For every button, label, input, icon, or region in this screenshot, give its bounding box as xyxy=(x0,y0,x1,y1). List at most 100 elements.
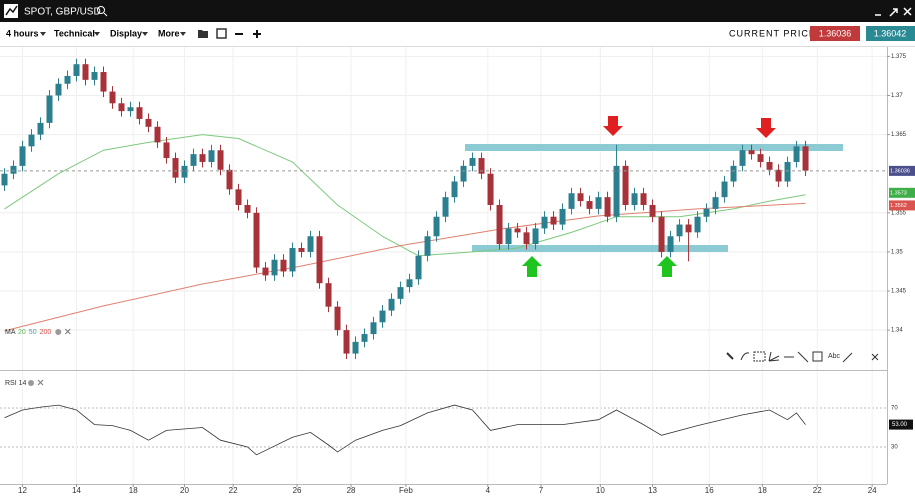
candle-body xyxy=(667,236,674,252)
open-icon[interactable] xyxy=(198,30,208,38)
remove-icon[interactable] xyxy=(64,328,71,335)
candle-body xyxy=(559,208,566,225)
bid-box[interactable] xyxy=(810,26,860,41)
candle-body xyxy=(712,197,719,209)
search-icon-handle xyxy=(103,12,108,17)
timeframe-menu[interactable]: 4 hours xyxy=(6,28,39,38)
popout-icon[interactable] xyxy=(889,8,898,17)
search-icon[interactable] xyxy=(97,6,105,14)
save-icon[interactable] xyxy=(216,28,227,39)
candle-body xyxy=(775,169,782,182)
y-tick-label: 70 xyxy=(891,406,898,412)
candle-body xyxy=(469,158,476,166)
text-tool[interactable]: Abc xyxy=(828,353,841,360)
current-price-label: CURRENT PRICE: xyxy=(729,28,819,38)
y-tick-label: 1.34 xyxy=(891,328,903,334)
candle-body xyxy=(433,216,440,237)
candle-body xyxy=(631,193,638,205)
line-tool[interactable] xyxy=(842,352,853,363)
candle-body xyxy=(793,146,800,162)
candle-body xyxy=(676,224,683,237)
candle-body xyxy=(541,216,548,229)
candle-body xyxy=(685,224,692,233)
drawing-tools xyxy=(726,351,879,363)
settings-icon[interactable] xyxy=(55,329,62,335)
x-tick-label: 16 xyxy=(705,486,714,495)
candle-body xyxy=(784,161,791,182)
more-menu[interactable]: More xyxy=(158,28,180,38)
candle-body xyxy=(217,150,224,170)
candle-body xyxy=(226,169,233,190)
rsi-tag xyxy=(889,419,913,430)
candle-body xyxy=(343,330,350,354)
candle-body xyxy=(190,154,197,166)
candle-body xyxy=(127,107,134,112)
caret xyxy=(142,32,148,36)
ma-period: 200 xyxy=(40,329,52,336)
candle-body xyxy=(388,298,395,311)
candle-body xyxy=(613,165,620,217)
settings-icon[interactable] xyxy=(28,380,34,386)
candle-body xyxy=(100,72,107,92)
zoom-in[interactable] xyxy=(253,30,261,38)
candle-body xyxy=(622,165,629,205)
y-tick-label: 30 xyxy=(891,445,898,451)
candle-body xyxy=(136,107,143,119)
cursor-tool[interactable] xyxy=(726,352,734,360)
close-icon[interactable] xyxy=(903,7,912,16)
candle-body xyxy=(379,310,386,323)
x-tick-label: 22 xyxy=(229,486,238,495)
candle-body xyxy=(316,236,323,284)
candle-body xyxy=(505,228,512,245)
support-zone[interactable] xyxy=(472,245,728,252)
ask-price: 1.36042 xyxy=(874,28,907,38)
candle-body xyxy=(748,150,755,155)
grid-tool[interactable] xyxy=(753,351,766,362)
y-tick-label: 1.345 xyxy=(891,289,907,295)
technical-menu[interactable]: Technical xyxy=(54,28,95,38)
toolbar: 4 hours Technical Display More CURRENT P… xyxy=(0,22,915,47)
ma-period: 50 xyxy=(29,329,37,336)
trend-tool[interactable] xyxy=(797,351,809,363)
up-arrow xyxy=(522,256,542,277)
candle-body xyxy=(235,189,242,205)
candle-body xyxy=(253,212,260,268)
y-tick-label: 1.355 xyxy=(891,210,907,216)
candle-body xyxy=(415,255,422,280)
ask-box[interactable] xyxy=(866,26,915,41)
x-tick-label: 10 xyxy=(596,486,605,495)
up-arrow xyxy=(657,256,677,277)
candle-body xyxy=(577,193,584,202)
rsi-line xyxy=(4,404,806,456)
candle-body xyxy=(172,158,179,178)
candle-body xyxy=(397,287,404,299)
display-menu[interactable]: Display xyxy=(110,28,142,38)
curve-tool[interactable] xyxy=(740,352,750,361)
candle-body xyxy=(802,146,809,171)
fib-tool[interactable] xyxy=(768,351,780,362)
ma-period: 20 xyxy=(18,329,26,336)
candle-body xyxy=(145,118,152,127)
candle-body xyxy=(586,201,593,209)
candle-body xyxy=(307,236,314,252)
instrument-title: SPOT, GBP/USD xyxy=(24,7,101,18)
price-tag-label: 1.36036 xyxy=(890,168,910,174)
x-tick-label: 14 xyxy=(72,486,81,495)
candle-body xyxy=(451,181,458,198)
resistance-zone[interactable] xyxy=(465,144,843,151)
candle-body xyxy=(442,197,449,217)
candle-body xyxy=(532,228,539,245)
rect-tool[interactable] xyxy=(812,351,823,362)
candle-body xyxy=(280,259,287,272)
remove-icon[interactable] xyxy=(37,379,44,386)
header: SPOT, GBP/USD xyxy=(0,0,915,22)
candle-body xyxy=(109,91,116,104)
x-tick-label: 22 xyxy=(813,486,822,495)
candle-body xyxy=(298,247,305,252)
close-tools[interactable] xyxy=(871,353,879,361)
candle-body xyxy=(37,122,44,135)
candle-body xyxy=(271,259,278,276)
x-tick-label: 4 xyxy=(486,486,491,495)
candle-body xyxy=(649,204,656,217)
